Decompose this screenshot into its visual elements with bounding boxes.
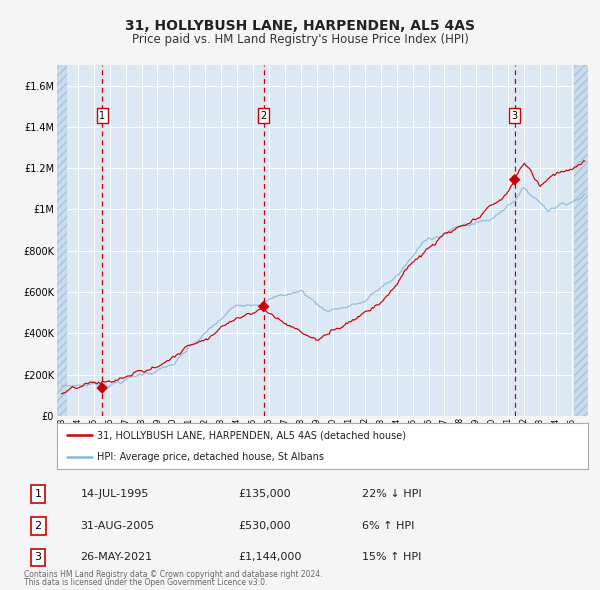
Text: 31, HOLLYBUSH LANE, HARPENDEN, AL5 4AS: 31, HOLLYBUSH LANE, HARPENDEN, AL5 4AS	[125, 19, 475, 33]
Text: £530,000: £530,000	[238, 521, 291, 530]
Text: 1: 1	[35, 489, 41, 499]
Text: 15% ↑ HPI: 15% ↑ HPI	[362, 552, 422, 562]
Text: 14-JUL-1995: 14-JUL-1995	[80, 489, 149, 499]
Text: Contains HM Land Registry data © Crown copyright and database right 2024.: Contains HM Land Registry data © Crown c…	[24, 570, 323, 579]
Text: 31-AUG-2005: 31-AUG-2005	[80, 521, 155, 530]
Text: Price paid vs. HM Land Registry's House Price Index (HPI): Price paid vs. HM Land Registry's House …	[131, 33, 469, 46]
Text: £135,000: £135,000	[238, 489, 291, 499]
Text: 3: 3	[512, 111, 518, 121]
Text: 26-MAY-2021: 26-MAY-2021	[80, 552, 152, 562]
Text: HPI: Average price, detached house, St Albans: HPI: Average price, detached house, St A…	[97, 451, 324, 461]
Point	[259, 302, 268, 312]
Point	[510, 175, 520, 185]
Text: 2: 2	[35, 521, 41, 530]
Text: £1,144,000: £1,144,000	[238, 552, 302, 562]
Text: 22% ↓ HPI: 22% ↓ HPI	[362, 489, 422, 499]
Bar	[574, 65, 590, 416]
Text: 3: 3	[35, 552, 41, 562]
Text: 6% ↑ HPI: 6% ↑ HPI	[362, 521, 415, 530]
Point	[97, 384, 107, 393]
Text: 31, HOLLYBUSH LANE, HARPENDEN, AL5 4AS (detached house): 31, HOLLYBUSH LANE, HARPENDEN, AL5 4AS (…	[97, 431, 406, 441]
Bar	[57, 65, 67, 416]
Text: This data is licensed under the Open Government Licence v3.0.: This data is licensed under the Open Gov…	[24, 578, 268, 587]
Text: 2: 2	[260, 111, 267, 121]
Text: 1: 1	[99, 111, 105, 121]
